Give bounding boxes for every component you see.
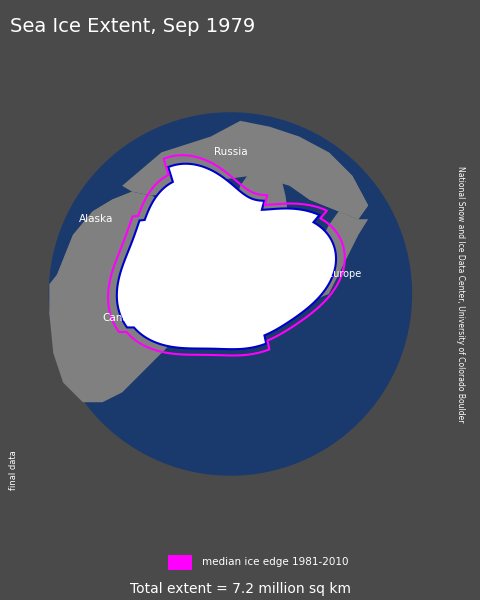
Text: Russia: Russia (214, 148, 247, 157)
Polygon shape (53, 191, 142, 304)
Bar (168, 555, 192, 570)
Polygon shape (309, 152, 368, 219)
Polygon shape (122, 121, 368, 219)
Polygon shape (220, 160, 289, 337)
Polygon shape (49, 191, 191, 402)
Text: Sea Ice Extent, Sep 1979: Sea Ice Extent, Sep 1979 (10, 17, 255, 37)
Text: Total extent = 7.2 million sq km: Total extent = 7.2 million sq km (130, 582, 350, 596)
Polygon shape (117, 164, 336, 349)
Text: final data: final data (9, 451, 18, 490)
Text: National Snow and Ice Data Center, University of Colorado Boulder: National Snow and Ice Data Center, Unive… (456, 166, 465, 422)
Polygon shape (313, 211, 368, 298)
Text: Greenland: Greenland (233, 234, 283, 244)
Text: median ice edge 1981-2010: median ice edge 1981-2010 (202, 557, 348, 567)
Polygon shape (49, 274, 73, 317)
Text: Europe: Europe (327, 269, 361, 280)
Circle shape (49, 113, 411, 475)
Polygon shape (171, 180, 220, 225)
Text: Canada: Canada (102, 313, 142, 323)
Text: Alaska: Alaska (79, 214, 114, 224)
